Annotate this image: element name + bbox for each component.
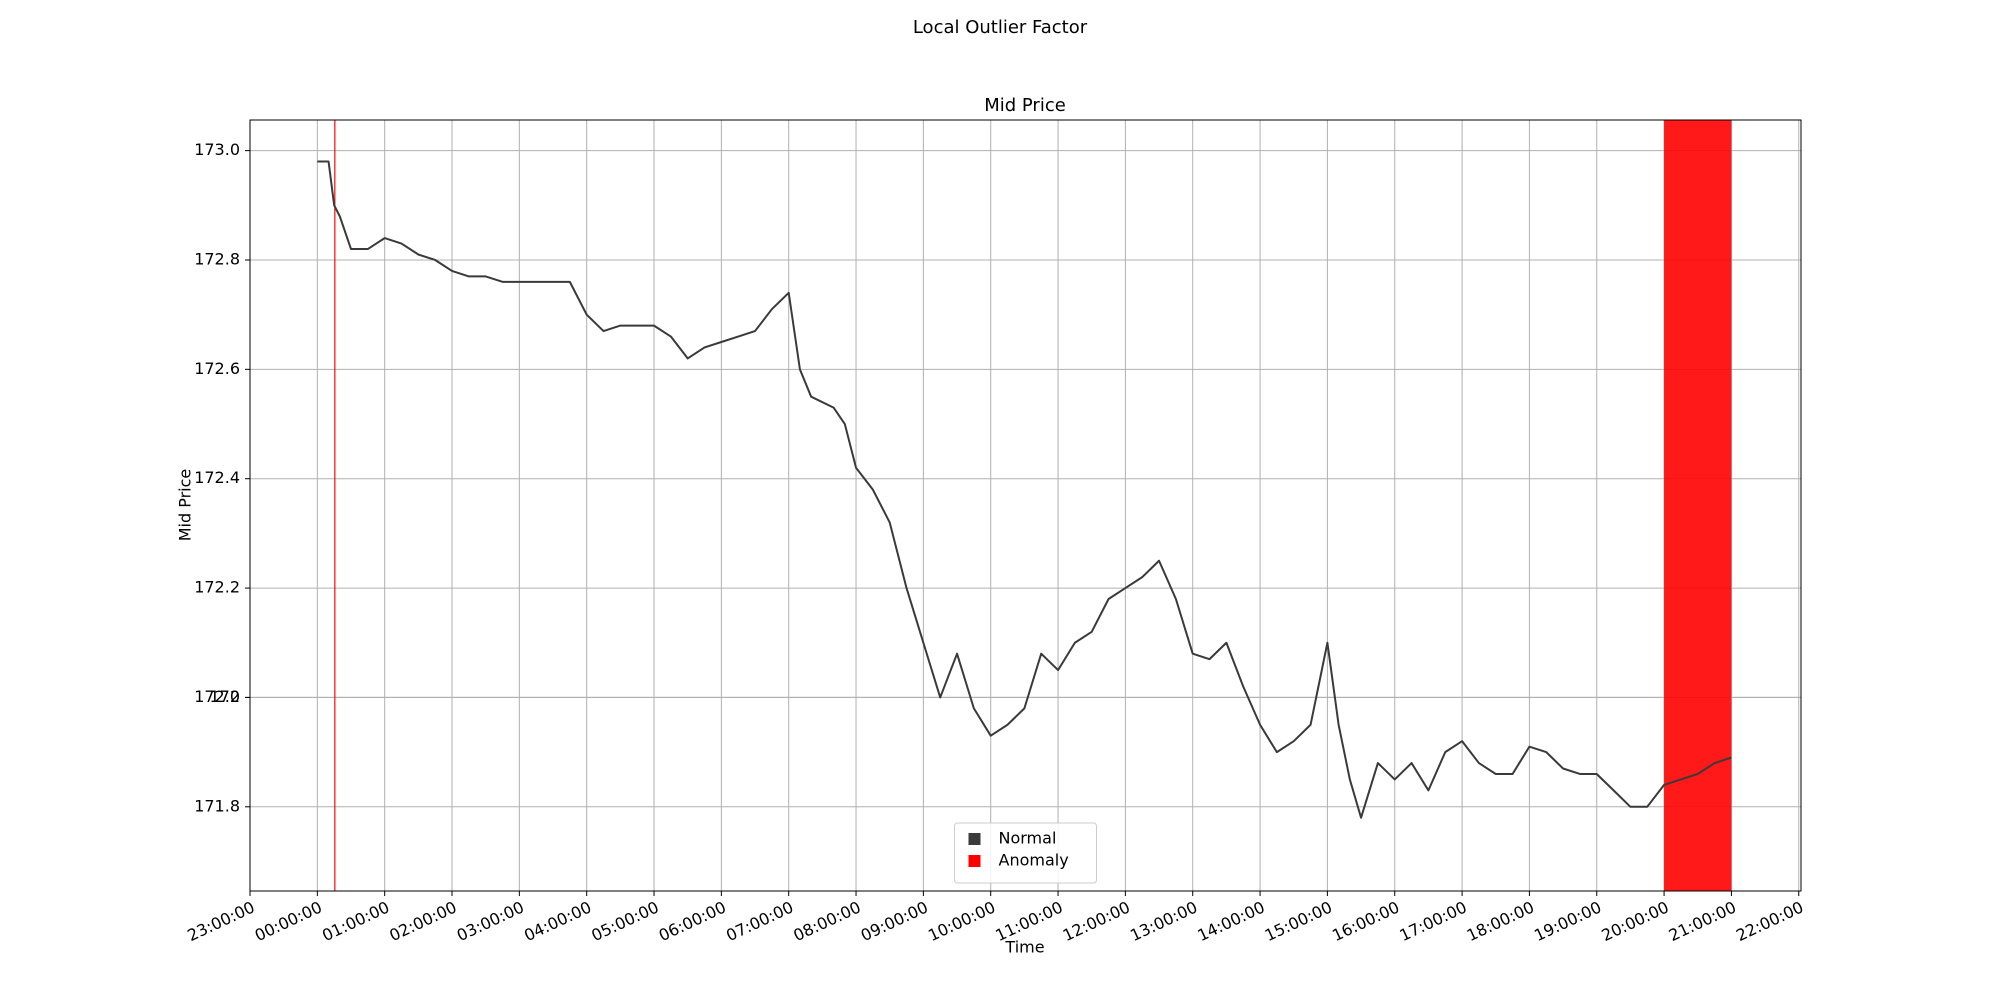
- subplot-title: Mid Price: [984, 95, 1066, 116]
- x-tick-label: 16:00:00: [1329, 897, 1402, 945]
- price-line: [317, 160, 1732, 819]
- x-tick-label: 23:00:00: [184, 897, 257, 945]
- x-tick-label: 13:00:00: [1127, 897, 1200, 945]
- x-tick-label: 15:00:00: [1262, 897, 1335, 945]
- y-tick-label: 172.0: [194, 687, 240, 706]
- chart-title: Local Outlier Factor: [913, 17, 1088, 38]
- x-tick-label: 05:00:00: [588, 897, 661, 945]
- x-tick-label: 21:00:00: [1666, 897, 1739, 945]
- legend-label: Normal: [999, 829, 1057, 848]
- legend-label: Anomaly: [999, 851, 1069, 870]
- x-tick-label: 14:00:00: [1194, 897, 1267, 945]
- x-tick-label: 19:00:00: [1531, 897, 1604, 945]
- y-tick-label: 171.8: [194, 796, 240, 815]
- anomaly-span: [1664, 120, 1732, 891]
- x-tick-label: 10:00:00: [925, 897, 998, 945]
- y-tick-label: 173.0: [194, 140, 240, 159]
- plot-frame: [249, 119, 1802, 892]
- x-tick-label: 12:00:00: [1060, 897, 1133, 945]
- legend-box: [954, 822, 1097, 884]
- x-tick-label: 06:00:00: [656, 897, 729, 945]
- x-tick-label: 03:00:00: [454, 897, 527, 945]
- x-tick-label: 20:00:00: [1599, 897, 1672, 945]
- x-tick-label: 17:00:00: [1397, 897, 1470, 945]
- anomaly-span: [334, 120, 336, 891]
- x-tick-label: 07:00:00: [723, 897, 796, 945]
- y-axis-label: Mid Price: [176, 469, 195, 542]
- legend: Normal Anomaly: [954, 822, 1097, 884]
- x-tick-label: 01:00:00: [319, 897, 392, 945]
- x-tick-label: 08:00:00: [790, 897, 863, 945]
- x-tick-label: 18:00:00: [1464, 897, 1537, 945]
- x-tick-label: 00:00:00: [252, 897, 325, 945]
- x-tick-label: 09:00:00: [858, 897, 931, 945]
- x-tick-label: 02:00:00: [386, 897, 459, 945]
- y-tick-label: 172.8: [194, 249, 240, 268]
- legend-swatch: [968, 833, 981, 845]
- x-tick-label: 04:00:00: [521, 897, 594, 945]
- x-tick-label: 22:00:00: [1733, 897, 1806, 945]
- y-tick-label: 172.6: [194, 359, 240, 378]
- y-tick-label: 172.2: [194, 578, 240, 597]
- y-tick-label: 172: [209, 687, 240, 706]
- x-axis-label: Time: [1004, 938, 1044, 957]
- y-tick-label: 172.4: [194, 468, 240, 487]
- legend-swatch: [968, 855, 981, 867]
